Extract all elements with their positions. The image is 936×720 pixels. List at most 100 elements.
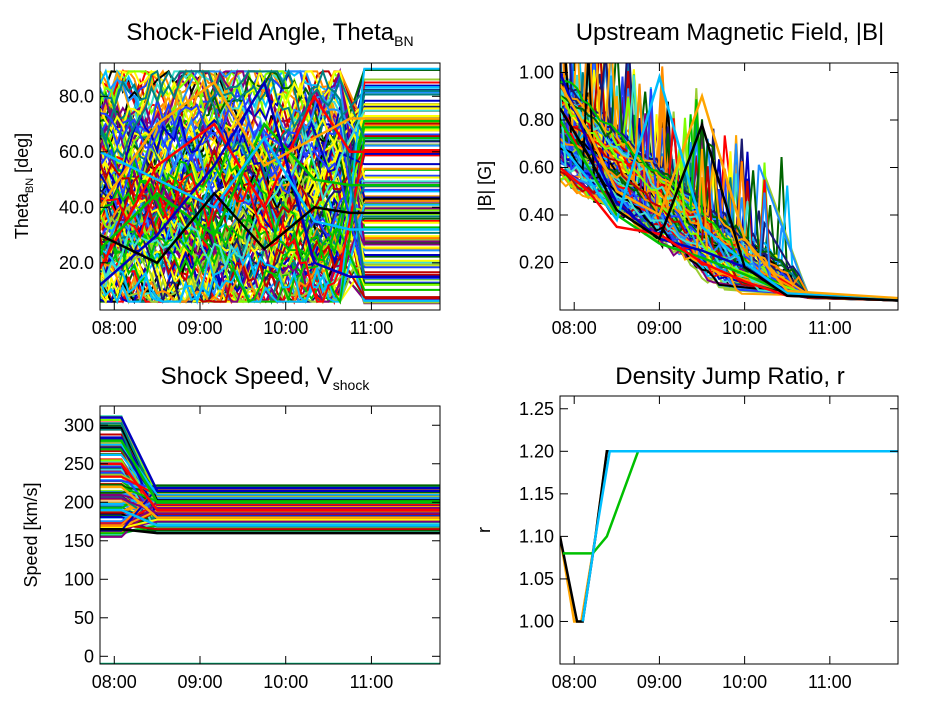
theta-bundle-line [100, 126, 440, 304]
theta-series-line [100, 79, 440, 286]
speed-bundle-line [100, 497, 440, 515]
speed-bundle-line [100, 484, 440, 494]
theta-bundle-line [100, 68, 440, 278]
bfield-ytick-label: 0.80 [519, 110, 554, 130]
bfield-ytick-label: 0.20 [519, 253, 554, 273]
speed-ytick-label: 200 [64, 492, 94, 512]
density-plot-lines [560, 450, 898, 623]
theta-series-line [100, 93, 440, 269]
speed-title: Shock Speed, Vshock [161, 363, 371, 393]
theta-bundle-line [100, 203, 440, 305]
bfield-xtick-label: 10:00 [722, 318, 767, 338]
bfield-frame [559, 62, 899, 311]
theta-ytick-label: 60.0 [59, 142, 94, 162]
theta-ytick-label: 80.0 [59, 86, 94, 106]
speed-ytick-label: 300 [64, 415, 94, 435]
theta-ytick-label: 40.0 [59, 197, 94, 217]
density-panel: Density Jump Ratio, r r 08:00 09:00 10:00 1… [474, 363, 899, 692]
theta-bundle-line [100, 94, 440, 258]
bfield-ytick-label: 0.60 [519, 158, 554, 178]
density-ytick-label: 1.25 [519, 399, 554, 419]
theta-bundle-line [100, 109, 440, 281]
theta-plot-lines [100, 67, 440, 306]
density-ylabel: r [474, 527, 494, 533]
theta-title: Shock-Field Angle, ThetaBN [126, 19, 413, 49]
bfield-series-line [560, 166, 898, 302]
speed-series-line [100, 416, 440, 492]
theta-series-line [100, 121, 440, 250]
theta-xtick-label: 11:00 [350, 318, 394, 338]
density-ytick-label: 1.10 [519, 526, 554, 546]
density-ytick-label: 1.15 [519, 484, 554, 504]
speed-ylabel: Speed [km/s] [21, 482, 41, 587]
theta-series-line [100, 80, 440, 209]
speed-xtick-label: 09:00 [177, 672, 222, 692]
bfield-plot-lines [560, 63, 898, 302]
bfield-ytick-label: 1.00 [519, 63, 554, 83]
theta-series-line [100, 191, 440, 265]
speed-ytick-label: 50 [74, 608, 94, 628]
speed-xtick-label: 11:00 [350, 672, 394, 692]
speed-bundle-line [100, 443, 440, 496]
density-xtick-label: 09:00 [637, 672, 682, 692]
density-xtick-label: 08:00 [552, 672, 597, 692]
bfield-bundle-line [560, 95, 898, 302]
speed-series-line [100, 508, 440, 527]
bfield-xtick-label: 11:00 [808, 318, 852, 338]
theta-xtick-label: 10:00 [263, 318, 308, 338]
density-frame [559, 395, 899, 665]
theta-bundle-line [100, 144, 440, 271]
speed-plot-lines [100, 415, 440, 664]
theta-axes: 08:00 09:00 10:00 11:00 20.0 40.0 60.0 80.0 [59, 63, 440, 338]
density-series-line [560, 450, 898, 623]
speed-ytick-label: 0 [84, 646, 94, 666]
bfield-xtick-label: 09:00 [637, 318, 682, 338]
theta-series-line [100, 135, 440, 231]
theta-ytick-label: 20.0 [59, 253, 94, 273]
speed-series-line [100, 527, 440, 535]
theta-bundle-line [100, 228, 440, 303]
speed-bundle-line [100, 503, 440, 524]
speed-series-line [100, 439, 440, 504]
theta-bundle-line [100, 145, 440, 263]
theta-bundle-line [100, 114, 440, 203]
density-xtick-label: 11:00 [808, 672, 852, 692]
theta-xtick-label: 09:00 [177, 318, 222, 338]
speed-xtick-label: 10:00 [263, 672, 308, 692]
bfield-bundle-line [560, 63, 898, 302]
speed-series-line [100, 485, 440, 519]
speed-series-line [100, 462, 440, 512]
bfield-bundle-line [560, 75, 898, 302]
bfield-ylabel: |B| [G] [475, 161, 495, 211]
speed-ytick-label: 250 [64, 454, 94, 474]
theta-frame [99, 62, 441, 311]
density-ytick-label: 1.20 [519, 441, 554, 461]
speed-bundle-line [100, 418, 440, 496]
bfield-bundle-line [560, 102, 898, 302]
theta-bundle-line [100, 70, 440, 183]
density-series-line [560, 450, 898, 623]
density-ytick-label: 1.00 [519, 611, 554, 631]
bfield-panel: Upstream Magnetic Field, |B| |B| [G] 08:… [475, 19, 899, 338]
speed-ytick-label: 100 [64, 569, 94, 589]
speed-xtick-label: 08:00 [92, 672, 137, 692]
theta-panel: Shock-Field Angle, ThetaBN ThetaBN [deg]… [12, 19, 441, 338]
speed-bundle-line [100, 473, 440, 498]
speed-ytick-label: 150 [64, 531, 94, 551]
theta-bundle-line [100, 70, 440, 216]
theta-xtick-label: 08:00 [92, 318, 137, 338]
density-axes: 08:00 09:00 10:00 11:00 1.00 1.05 1.10 1.15 1.20… [519, 396, 898, 692]
bfield-axes: 08:00 09:00 10:00 11:00 0.20 0.40 0.60 0.80 1.00 [519, 63, 898, 338]
density-series-line [581, 450, 898, 622]
bfield-ytick-label: 0.40 [519, 205, 554, 225]
speed-panel: Shock Speed, Vshock Speed [km/s] 08:00 09… [21, 363, 441, 692]
theta-bundle-line [100, 148, 440, 303]
density-xtick-label: 10:00 [722, 672, 767, 692]
bfield-xtick-label: 08:00 [552, 318, 597, 338]
theta-bundle-line [100, 103, 440, 303]
speed-frame [99, 405, 441, 665]
bfield-title: Upstream Magnetic Field, |B| [576, 19, 885, 46]
speed-axes: 08:00 09:00 10:00 11:00 0 50 100 150 200 250 300 [64, 406, 440, 692]
density-ytick-label: 1.05 [519, 569, 554, 589]
